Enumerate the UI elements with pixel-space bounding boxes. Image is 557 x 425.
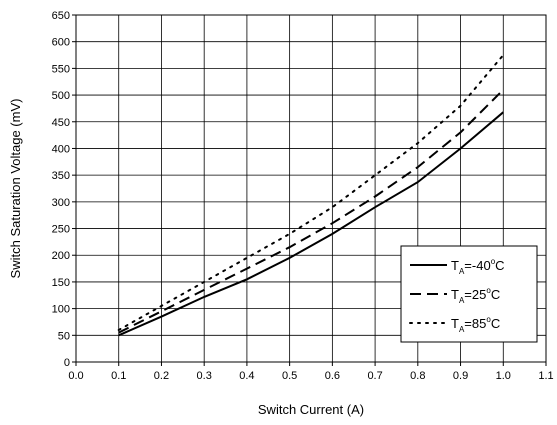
y-tick-label: 100: [52, 304, 70, 316]
legend-label-sub: A: [459, 325, 465, 334]
x-tick-label: 0.0: [68, 370, 83, 382]
x-tick-label: 0.8: [410, 370, 425, 382]
y-tick-label: 250: [52, 224, 70, 236]
ticks: [72, 14, 547, 366]
series-line-2: [118, 88, 505, 334]
legend-label-sub: A: [459, 296, 465, 305]
series-layer: [117, 54, 505, 337]
legend-box: [400, 245, 538, 343]
y-tick-label: 0: [64, 357, 70, 369]
legend-label-2: TA=25oC: [451, 286, 500, 305]
series-line-1: [118, 111, 504, 337]
legend-label-prefix: T: [451, 287, 459, 302]
y-tick-label: 650: [52, 10, 70, 22]
x-tick-label: 0.5: [282, 370, 297, 382]
x-tick-label: 0.1: [111, 370, 126, 382]
x-tick-label: 0.3: [197, 370, 212, 382]
y-tick-label: 550: [52, 63, 70, 75]
legend-label-sub: A: [459, 267, 465, 276]
legend-label-value: =25: [464, 287, 486, 302]
y-tick-label: 150: [52, 277, 70, 289]
legend-label-value: =-40: [464, 258, 490, 273]
x-tick-label: 0.9: [453, 370, 468, 382]
legend-label-unit: C: [491, 316, 500, 331]
y-tick-label: 600: [52, 37, 70, 49]
legend-label-prefix: T: [451, 316, 459, 331]
legend-label-sup: o: [491, 257, 496, 266]
series-line-3: [117, 54, 505, 331]
x-axis-title: Switch Current (A): [258, 402, 364, 417]
legend-label-1: TA=-40oC: [451, 257, 505, 276]
legend-label-sup: o: [486, 315, 491, 324]
x-tick-label: 1.0: [496, 370, 511, 382]
x-tick-label: 1.1: [538, 370, 553, 382]
legend-label-unit: C: [491, 287, 500, 302]
y-tick-label: 450: [52, 117, 70, 129]
plot-frame: [75, 14, 547, 363]
y-tick-label: 50: [58, 330, 70, 342]
x-tick-label: 0.6: [325, 370, 340, 382]
legend-label-value: =85: [464, 316, 486, 331]
legend-label-3: TA=85oC: [451, 315, 500, 334]
y-tick-label: 400: [52, 143, 70, 155]
x-tick-labels: 0.0 0.1 0.2 0.3 0.4 0.5 0.6 0.7 0.8 0.9 1.0 1.1: [68, 370, 553, 382]
legend-label-prefix: T: [451, 258, 459, 273]
legend-label-unit: C: [495, 258, 504, 273]
x-tick-label: 0.4: [239, 370, 254, 382]
y-axis-title: Switch Saturation Voltage (mV): [8, 99, 23, 279]
y-tick-label: 300: [52, 197, 70, 209]
y-tick-label: 350: [52, 170, 70, 182]
y-tick-label: 200: [52, 250, 70, 262]
x-tick-label: 0.2: [154, 370, 169, 382]
y-tick-labels: 0 50 100 150 200 250 300 350 400 450 500 550 600 650: [52, 10, 70, 369]
legend-label-sup: o: [486, 286, 491, 295]
x-tick-label: 0.7: [367, 370, 382, 382]
y-tick-label: 500: [52, 90, 70, 102]
